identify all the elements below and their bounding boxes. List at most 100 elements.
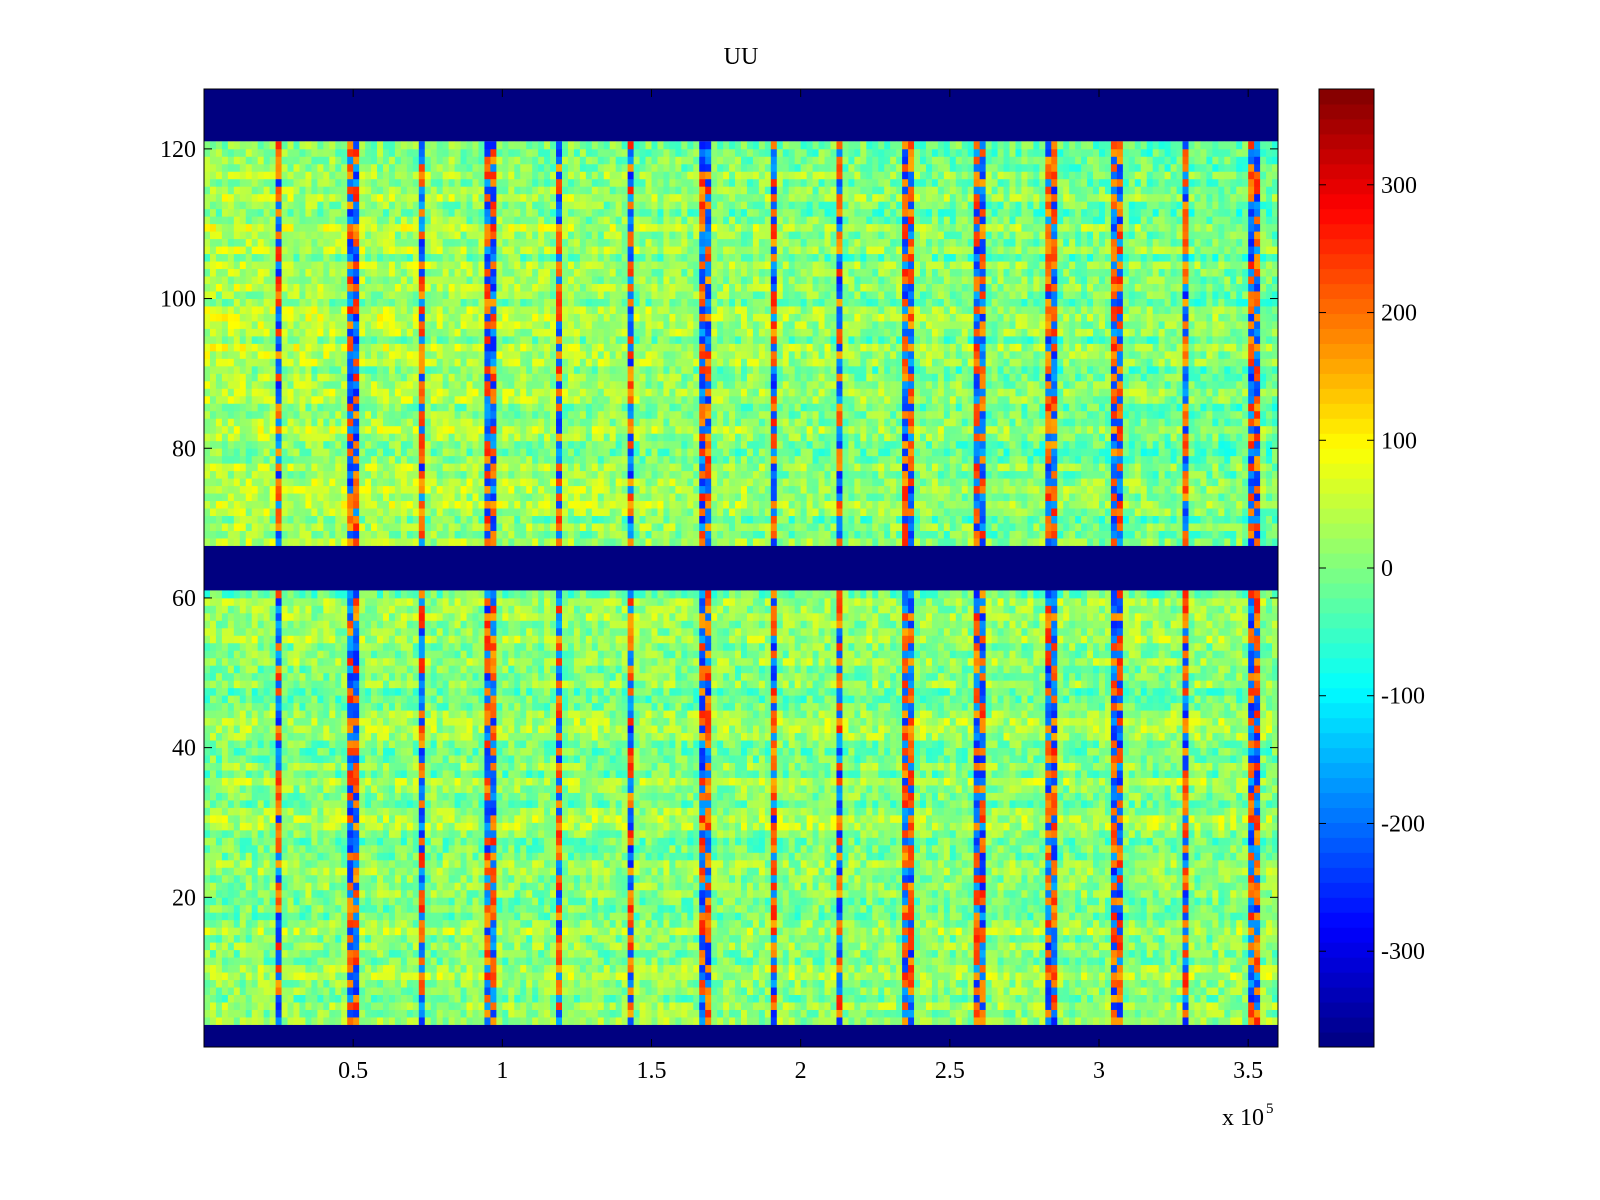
heatmap-cell (1081, 1002, 1087, 1010)
heatmap-cell (801, 972, 807, 980)
heatmap-cell (526, 965, 532, 973)
heatmap-cell (711, 935, 717, 943)
heatmap-cell (604, 927, 610, 935)
heatmap-cell (329, 935, 335, 943)
heatmap-cell (556, 935, 562, 943)
heatmap-cell (580, 920, 586, 928)
heatmap-cell (735, 987, 741, 995)
heatmap-cell (413, 987, 419, 995)
heatmap-cell (461, 972, 467, 980)
heatmap-cell (1165, 1017, 1171, 1025)
heatmap-cell (789, 927, 795, 935)
heatmap-cell (508, 972, 514, 980)
heatmap-cell (1093, 987, 1099, 995)
heatmap-cell (204, 927, 210, 935)
heatmap-cell (992, 980, 998, 988)
heatmap-cell (1177, 965, 1183, 973)
heatmap-cell (1159, 965, 1165, 973)
heatmap-cell (580, 950, 586, 958)
heatmap-cell (1218, 935, 1224, 943)
heatmap-cell (395, 995, 401, 1003)
heatmap-cell (699, 935, 705, 943)
heatmap-cell (508, 950, 514, 958)
heatmap-cell (550, 972, 556, 980)
heatmap-cell (437, 1010, 443, 1018)
heatmap-cell (246, 935, 252, 943)
heatmap-cell (455, 980, 461, 988)
heatmap-cell (956, 942, 962, 950)
heatmap-cell (1135, 1002, 1141, 1010)
heatmap-cell (1111, 995, 1117, 1003)
heatmap-cell (1015, 995, 1021, 1003)
heatmap-cell (323, 935, 329, 943)
heatmap-cell (282, 965, 288, 973)
heatmap-cell (663, 980, 669, 988)
heatmap-cell (687, 957, 693, 965)
heatmap-cell (669, 942, 675, 950)
heatmap-cell (854, 935, 860, 943)
heatmap-cell (234, 935, 240, 943)
heatmap-cell (998, 957, 1004, 965)
heatmap-cell (204, 935, 210, 943)
heatmap-cell (234, 980, 240, 988)
heatmap-cell (413, 957, 419, 965)
heatmap-cell (514, 1017, 520, 1025)
heatmap-cell (288, 1002, 294, 1010)
heatmap-cell (1015, 957, 1021, 965)
heatmap-cell (1194, 935, 1200, 943)
heatmap-cell (1194, 980, 1200, 988)
heatmap-cell (365, 995, 371, 1003)
heatmap-cell (723, 942, 729, 950)
heatmap-cell (1135, 1017, 1141, 1025)
heatmap-cell (443, 987, 449, 995)
heatmap-cell (657, 950, 663, 958)
heatmap-cell (299, 1002, 305, 1010)
heatmap-cell (1004, 935, 1010, 943)
heatmap-cell (1266, 972, 1272, 980)
heatmap-cell (1206, 1010, 1212, 1018)
heatmap-cell (860, 965, 866, 973)
heatmap-cell (932, 950, 938, 958)
heatmap-cell (1093, 942, 1099, 950)
heatmap-cell (359, 972, 365, 980)
heatmap-cell (580, 987, 586, 995)
heatmap-cell (520, 995, 526, 1003)
heatmap-cell (1206, 927, 1212, 935)
heatmap-cell (335, 1017, 341, 1025)
heatmap-cell (1081, 950, 1087, 958)
heatmap-cell (1260, 995, 1266, 1003)
heatmap-cell (473, 942, 479, 950)
heatmap-cell (210, 965, 216, 973)
heatmap-cell (652, 942, 658, 950)
heatmap-cell (890, 942, 896, 950)
heatmap-cell (216, 927, 222, 935)
heatmap-cell (902, 1010, 908, 1018)
heatmap-cell (813, 935, 819, 943)
heatmap-cell (383, 1002, 389, 1010)
heatmap-cell (1045, 950, 1051, 958)
heatmap-cell (765, 957, 771, 965)
heatmap-cell (1123, 942, 1129, 950)
heatmap-cell (986, 965, 992, 973)
heatmap-cell (914, 1010, 920, 1018)
heatmap-cell (228, 987, 234, 995)
heatmap-cell (1141, 957, 1147, 965)
heatmap-cell (449, 995, 455, 1003)
heatmap-cell (425, 935, 431, 943)
heatmap-cell (1206, 965, 1212, 973)
heatmap-cell (747, 942, 753, 950)
heatmap-cell (747, 927, 753, 935)
heatmap-cell (634, 980, 640, 988)
heatmap-cell (1224, 950, 1230, 958)
heatmap-cell (1147, 935, 1153, 943)
heatmap-cell (288, 950, 294, 958)
heatmap-cell (628, 927, 634, 935)
heatmap-cell (759, 957, 765, 965)
heatmap-cell (938, 1002, 944, 1010)
heatmap-cell (359, 935, 365, 943)
heatmap-cell (276, 950, 282, 958)
heatmap-cell (657, 1017, 663, 1025)
heatmap-cell (276, 935, 282, 943)
heatmap-cell (1224, 1010, 1230, 1018)
heatmap-cell (771, 987, 777, 995)
